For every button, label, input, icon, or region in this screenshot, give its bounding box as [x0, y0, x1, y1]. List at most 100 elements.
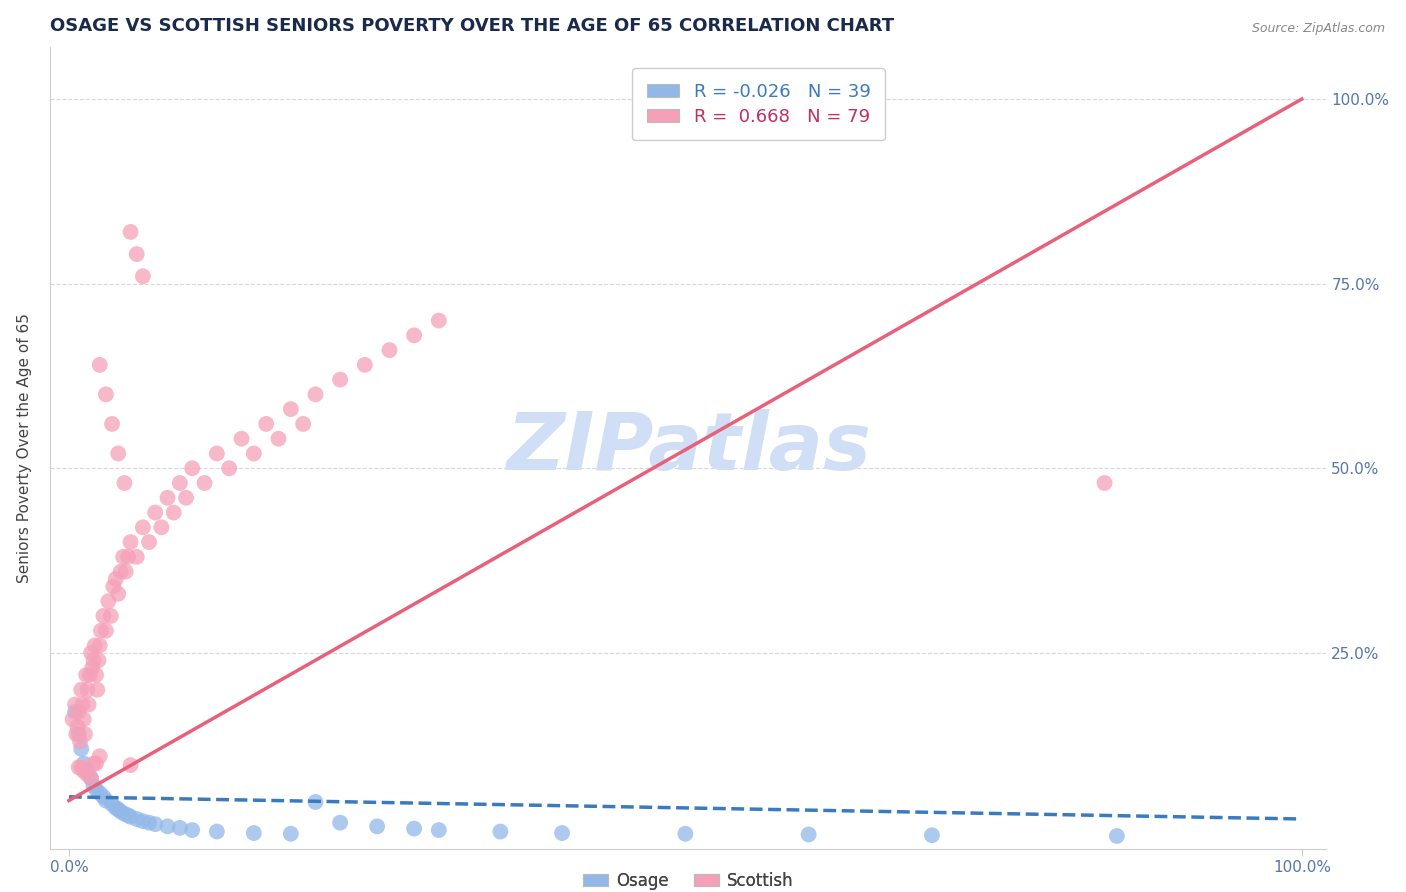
Point [143, 817, 166, 831]
Point [67, 760, 90, 774]
Point [304, 795, 326, 809]
Point [125, 247, 148, 261]
Point [76, 767, 98, 781]
Point [292, 417, 315, 431]
Point [218, 461, 240, 475]
Point [63, 705, 86, 719]
Point [120, 535, 142, 549]
Point [138, 815, 160, 830]
Text: OSAGE VS SCOTTISH SENIORS POVERTY OVER THE AGE OF 65 CORRELATION CHART: OSAGE VS SCOTTISH SENIORS POVERTY OVER T… [51, 17, 894, 35]
Point [169, 821, 191, 835]
Point [156, 819, 179, 833]
Point [89, 749, 111, 764]
Point [66, 720, 89, 734]
Point [132, 520, 155, 534]
Point [427, 313, 450, 327]
Point [205, 446, 228, 460]
Point [366, 819, 388, 833]
Point [797, 828, 820, 842]
Point [75, 668, 97, 682]
Text: Source: ZipAtlas.com: Source: ZipAtlas.com [1251, 22, 1385, 36]
Point [120, 225, 142, 239]
Point [304, 387, 326, 401]
Point [77, 698, 100, 712]
Point [353, 358, 375, 372]
Point [114, 565, 136, 579]
Point [143, 506, 166, 520]
Point [163, 506, 186, 520]
Point [73, 727, 96, 741]
Point [65, 727, 87, 741]
Text: ZIPatlas: ZIPatlas [506, 409, 870, 487]
Point [404, 822, 426, 836]
Point [112, 549, 135, 564]
Point [243, 826, 266, 840]
Point [89, 786, 111, 800]
Point [193, 475, 215, 490]
Point [84, 668, 107, 682]
Point [150, 520, 173, 534]
Point [117, 808, 139, 822]
Point [86, 682, 108, 697]
Point [101, 797, 124, 812]
Point [76, 682, 98, 697]
Point [280, 402, 302, 417]
Point [427, 823, 450, 838]
Point [125, 549, 148, 564]
Point [132, 814, 155, 829]
Point [132, 269, 155, 284]
Point [120, 810, 142, 824]
Point [673, 827, 696, 841]
Point [70, 742, 93, 756]
Point [110, 805, 132, 819]
Point [72, 698, 94, 712]
Point [404, 328, 426, 343]
Point [94, 624, 117, 638]
Point [378, 343, 401, 357]
Point [104, 801, 127, 815]
Point [551, 826, 574, 840]
Point [103, 579, 125, 593]
Point [112, 806, 135, 821]
Point [67, 727, 90, 741]
Point [89, 639, 111, 653]
Point [84, 756, 107, 771]
Point [80, 646, 103, 660]
Point [921, 828, 943, 842]
Point [107, 446, 129, 460]
Point [243, 446, 266, 460]
Point [94, 387, 117, 401]
Point [70, 760, 93, 774]
Point [63, 698, 86, 712]
Point [280, 827, 302, 841]
Point [125, 812, 148, 826]
Point [90, 624, 112, 638]
Point [120, 758, 142, 772]
Point [67, 705, 90, 719]
Point [181, 461, 204, 475]
Point [97, 594, 120, 608]
Point [267, 432, 290, 446]
Point [205, 824, 228, 838]
Point [69, 734, 91, 748]
Point [156, 491, 179, 505]
Point [104, 572, 127, 586]
Point [79, 668, 101, 682]
Point [107, 587, 129, 601]
Point [101, 417, 124, 431]
Point [107, 802, 129, 816]
Y-axis label: Seniors Poverty Over the Age of 65: Seniors Poverty Over the Age of 65 [17, 313, 32, 582]
Point [93, 789, 115, 804]
Point [87, 653, 110, 667]
Point [329, 815, 352, 830]
Point [1094, 475, 1116, 490]
Point [100, 608, 122, 623]
Point [231, 432, 253, 446]
Point [181, 823, 204, 838]
Point [174, 491, 197, 505]
Point [169, 475, 191, 490]
Point [83, 639, 105, 653]
Point [84, 782, 107, 797]
Point [62, 712, 84, 726]
Legend: Osage, Scottish: Osage, Scottish [576, 865, 800, 892]
